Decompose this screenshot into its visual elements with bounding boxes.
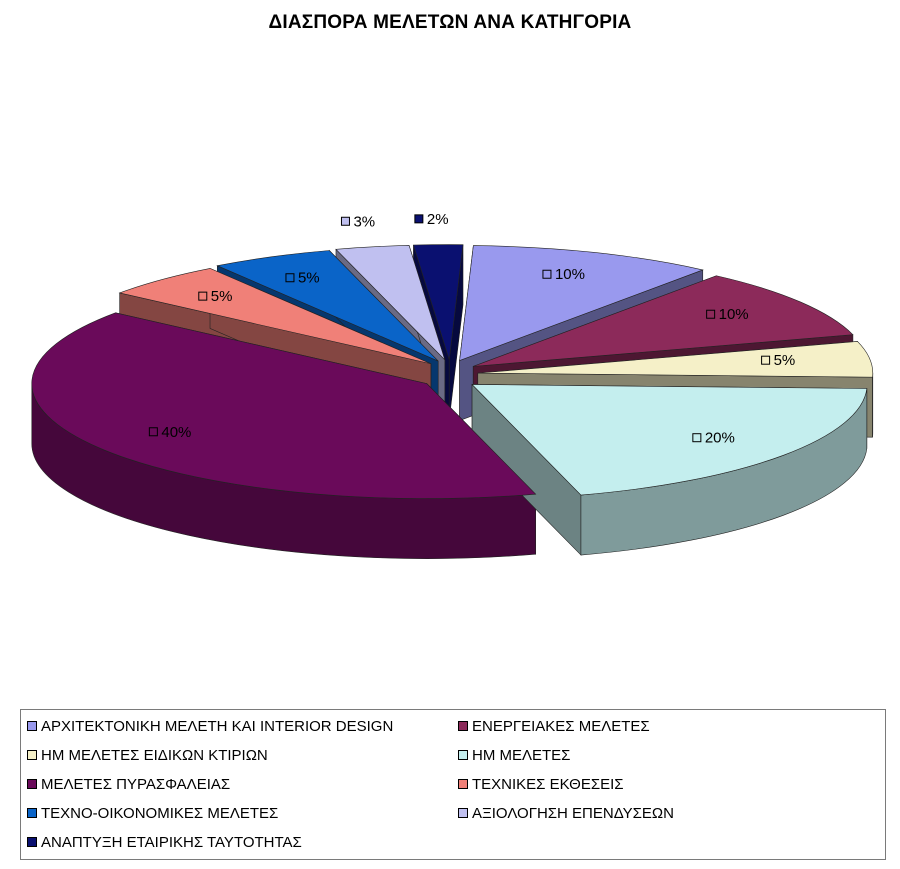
legend-item-1: ΕΝΕΡΓΕΙΑΚΕΣ ΜΕΛΕΤΕΣ xyxy=(458,716,650,736)
legend-swatch-7 xyxy=(458,808,468,818)
legend-label-5: ΤΕΧΝΙΚΕΣ ΕΚΘΕΣΕΙΣ xyxy=(472,775,624,793)
legend-item-4: ΜΕΛΕΤΕΣ ΠΥΡΑΣΦΑΛΕΙΑΣ xyxy=(27,774,230,794)
data-label-marker-1 xyxy=(706,309,716,319)
legend-label-2: ΗΜ ΜΕΛΕΤΕΣ ΕΙΔΙΚΩΝ ΚΤΙΡΙΩΝ xyxy=(41,746,268,764)
legend-item-8: ΑΝΑΠΤΥΞΗ ΕΤΑΙΡΙΚΗΣ ΤΑΥΤΟΤΗΤΑΣ xyxy=(27,832,302,852)
legend-item-3: ΗΜ ΜΕΛΕΤΕΣ xyxy=(458,745,570,765)
legend-swatch-1 xyxy=(458,721,468,731)
data-label-marker-8 xyxy=(414,214,424,224)
pie-slice-1 xyxy=(473,275,854,367)
legend-swatch-8 xyxy=(27,837,37,847)
chart-legend: ΑΡΧΙΤΕΚΤΟΝΙΚΗ ΜΕΛΕΤΗ ΚΑΙ INTERIOR DESIGN… xyxy=(20,709,886,860)
data-label-7: 3% xyxy=(353,213,375,230)
data-label-marker-6 xyxy=(285,273,295,283)
data-label-marker-2 xyxy=(761,355,771,365)
legend-label-1: ΕΝΕΡΓΕΙΑΚΕΣ ΜΕΛΕΤΕΣ xyxy=(472,717,650,735)
legend-swatch-2 xyxy=(27,750,37,760)
legend-item-2: ΗΜ ΜΕΛΕΤΕΣ ΕΙΔΙΚΩΝ ΚΤΙΡΙΩΝ xyxy=(27,745,268,765)
pie-labels: 10% 10% 5% 20% 40% 5% 5% 3% 2% xyxy=(148,211,796,447)
chart-title: ΔΙΑΣΠΟΡΑ ΜΕΛΕΤΩΝ ΑΝΑ ΚΑΤΗΓΟΡΙΑ xyxy=(268,12,632,33)
data-label-0: 10% xyxy=(555,266,585,283)
data-label-marker-7 xyxy=(340,216,350,226)
pie-slice-3 xyxy=(471,384,868,496)
data-label-marker-3 xyxy=(692,433,702,443)
data-label-8: 2% xyxy=(427,211,449,228)
pie-slice-8 xyxy=(413,244,464,360)
pie-slice-4 xyxy=(31,312,537,499)
pie-chart: 10% 10% 5% 20% 40% 5% 5% 3% 2% xyxy=(31,211,874,559)
pie-slice-0 xyxy=(459,245,704,361)
data-label-6: 5% xyxy=(298,270,320,287)
data-label-marker-0 xyxy=(542,269,552,279)
legend-item-6: ΤΕΧΝΟ-ΟΙΚΟΝΟΜΙΚΕΣ ΜΕΛΕΤΕΣ xyxy=(27,803,278,823)
legend-label-7: ΑΞΙΟΛΟΓΗΣΗ ΕΠΕΝΔΥΣΕΩΝ xyxy=(472,804,674,822)
legend-item-7: ΑΞΙΟΛΟΓΗΣΗ ΕΠΕΝΔΥΣΕΩΝ xyxy=(458,803,674,823)
data-label-5: 5% xyxy=(211,288,233,305)
legend-swatch-4 xyxy=(27,779,37,789)
legend-swatch-5 xyxy=(458,779,468,789)
pie-slice-5 xyxy=(118,268,432,365)
legend-swatch-0 xyxy=(27,721,37,731)
data-label-marker-5 xyxy=(198,291,208,301)
legend-swatch-6 xyxy=(27,808,37,818)
legend-item-0: ΑΡΧΙΤΕΚΤΟΝΙΚΗ ΜΕΛΕΤΗ ΚΑΙ INTERIOR DESIGN xyxy=(27,716,393,736)
pie-slice-2 xyxy=(477,341,874,378)
data-label-4: 40% xyxy=(161,424,191,441)
pie-slice-7 xyxy=(335,245,446,361)
pie-tops xyxy=(31,244,874,499)
data-label-1: 10% xyxy=(719,306,749,323)
legend-swatch-3 xyxy=(458,750,468,760)
legend-label-4: ΜΕΛΕΤΕΣ ΠΥΡΑΣΦΑΛΕΙΑΣ xyxy=(41,775,231,793)
legend-label-8: ΑΝΑΠΤΥΞΗ ΕΤΑΙΡΙΚΗΣ ΤΑΥΤΟΤΗΤΑΣ xyxy=(41,833,302,851)
legend-item-5: ΤΕΧΝΙΚΕΣ ΕΚΘΕΣΕΙΣ xyxy=(458,774,624,794)
data-label-3: 20% xyxy=(705,430,735,447)
legend-label-0: ΑΡΧΙΤΕΚΤΟΝΙΚΗ ΜΕΛΕΤΗ ΚΑΙ INTERIOR DESIGN xyxy=(41,717,394,735)
legend-label-6: ΤΕΧΝΟ-ΟΙΚΟΝΟΜΙΚΕΣ ΜΕΛΕΤΕΣ xyxy=(41,804,279,822)
data-label-marker-4 xyxy=(148,427,158,437)
data-label-2: 5% xyxy=(774,352,796,369)
legend-label-3: ΗΜ ΜΕΛΕΤΕΣ xyxy=(472,746,571,764)
pie-slice-6 xyxy=(216,250,439,362)
